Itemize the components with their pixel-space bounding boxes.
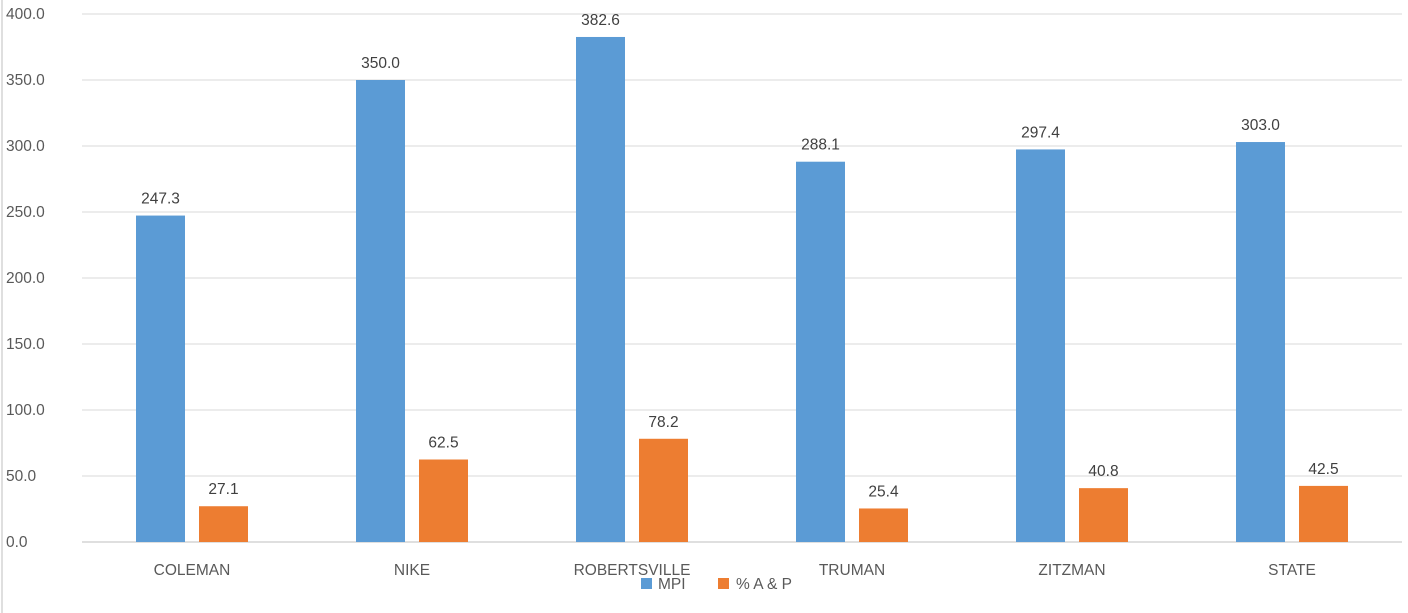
y-tick-label: 200.0: [6, 270, 45, 287]
legend-swatch-a-and-p: [718, 578, 729, 589]
bar-a-and-p: [419, 459, 468, 542]
bar-a-and-p: [1079, 488, 1128, 542]
legend-label-mpi: MPI: [658, 576, 686, 593]
x-category-label: ZITZMAN: [1038, 562, 1105, 579]
data-labels: 247.3 27.1 350.0 62.5 382.6 78.2 288.1 25.4 297.…: [141, 12, 1338, 501]
y-tick-label: 300.0: [6, 138, 45, 155]
data-label: 247.3: [141, 191, 180, 208]
data-label: 25.4: [868, 483, 899, 500]
y-tick-label: 250.0: [6, 204, 45, 221]
data-label: 42.5: [1308, 461, 1338, 478]
bar-mpi: [576, 36, 625, 543]
bars: [136, 36, 1348, 543]
y-tick-label: 100.0: [6, 402, 45, 419]
x-category-label: ROBERTSVILLE: [574, 562, 691, 579]
bar-a-and-p: [199, 506, 248, 542]
bar-a-and-p: [859, 508, 908, 542]
gridlines: [82, 13, 1402, 543]
y-axis-tick-labels: 0.0 50.0 100.0 150.0 200.0 250.0 300.0 350.0 400…: [6, 6, 45, 551]
data-label: 27.1: [208, 481, 238, 498]
x-axis-category-labels: COLEMAN NIKE ROBERTSVILLE TRUMAN ZITZMAN STAT…: [154, 562, 1316, 579]
y-tick-label: 400.0: [6, 6, 45, 23]
y-tick-label: 50.0: [6, 468, 37, 485]
bar-a-and-p: [1299, 485, 1348, 542]
bar-mpi: [136, 215, 185, 542]
data-label: 382.6: [581, 12, 620, 29]
y-tick-label: 0.0: [6, 534, 28, 551]
data-label: 288.1: [801, 137, 840, 154]
legend-label-a-and-p: % A & P: [736, 576, 792, 593]
x-category-label: TRUMAN: [819, 562, 885, 579]
x-category-label: COLEMAN: [154, 562, 231, 579]
y-tick-label: 350.0: [6, 72, 45, 89]
data-label: 78.2: [648, 414, 678, 431]
y-tick-label: 150.0: [6, 336, 45, 353]
data-label: 62.5: [428, 435, 458, 452]
data-label: 350.0: [361, 55, 400, 72]
bar-a-and-p: [639, 438, 688, 542]
legend: MPI % A & P: [641, 576, 792, 593]
bar-mpi: [1016, 149, 1065, 542]
legend-swatch-mpi: [641, 578, 652, 589]
x-category-label: NIKE: [394, 562, 430, 579]
data-label: 297.4: [1021, 124, 1060, 141]
data-label: 303.0: [1241, 117, 1280, 134]
bar-mpi: [1236, 142, 1285, 543]
data-label: 40.8: [1088, 463, 1118, 480]
bar-mpi: [356, 80, 405, 542]
bar-mpi: [796, 161, 845, 542]
x-category-label: STATE: [1268, 562, 1316, 579]
